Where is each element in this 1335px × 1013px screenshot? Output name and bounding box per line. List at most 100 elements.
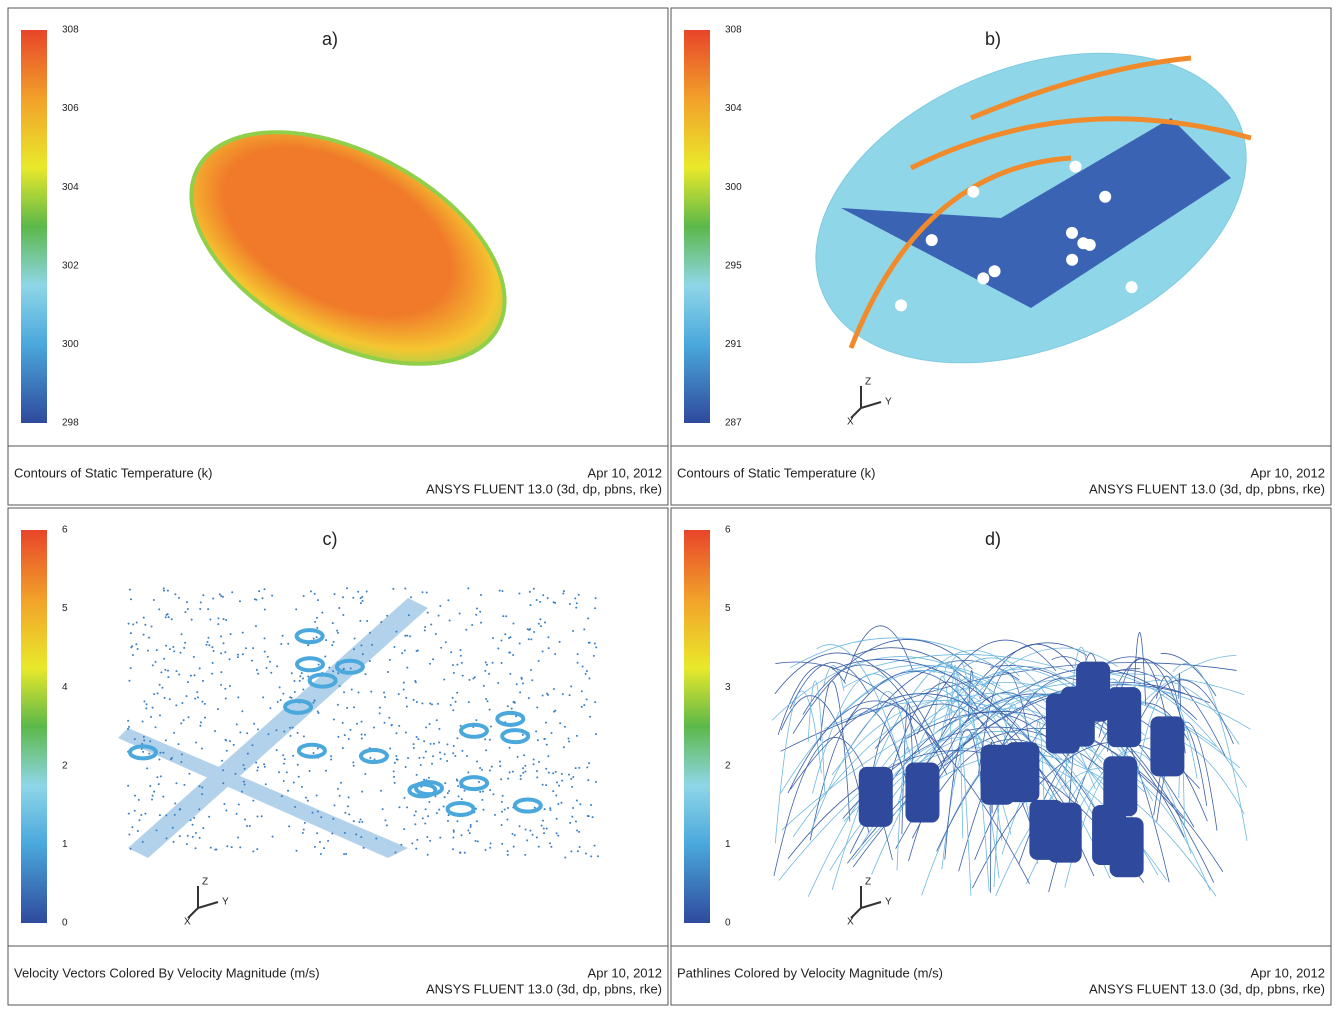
vector-dot xyxy=(459,852,461,854)
vector-dot xyxy=(316,627,318,629)
vector-dot xyxy=(576,735,578,737)
vector-dot xyxy=(201,787,203,789)
vector-dot xyxy=(542,594,544,596)
panel: 653210d)ZYXPathlines Colored by Velocity… xyxy=(671,508,1331,1005)
vector-dot xyxy=(143,736,145,738)
vector-dot xyxy=(314,700,316,702)
vector-dot xyxy=(204,703,206,705)
vector-dot xyxy=(270,672,272,674)
vector-dot xyxy=(569,694,571,696)
vector-dot xyxy=(264,608,266,610)
vector-dot xyxy=(301,672,303,674)
vector-dot xyxy=(530,638,532,640)
figure: 308306304302300298a)Contours of Static T… xyxy=(0,0,1335,1013)
vector-dot xyxy=(222,769,224,771)
vector-dot xyxy=(456,737,458,739)
vector-dot xyxy=(449,620,451,622)
vector-dot xyxy=(169,698,171,700)
vector-dot xyxy=(538,761,540,763)
vector-dot xyxy=(164,669,166,671)
vector-dot xyxy=(542,650,544,652)
vector-dot xyxy=(264,637,266,639)
vector-dot xyxy=(418,757,420,759)
vector-dot xyxy=(561,773,563,775)
vector-dot xyxy=(134,795,136,797)
vector-dot xyxy=(371,644,373,646)
caption: Contours of Static Temperature (k) xyxy=(14,465,212,480)
vector-dot xyxy=(394,646,396,648)
vector-dot xyxy=(214,730,216,732)
vector-dot xyxy=(264,651,266,653)
vector-dot xyxy=(519,825,521,827)
vector-dot xyxy=(286,771,288,773)
vector-dot xyxy=(221,760,223,762)
panel-frame xyxy=(8,508,668,1005)
vector-dot xyxy=(174,803,176,805)
vector-dot xyxy=(528,638,530,640)
vector-dot xyxy=(455,701,457,703)
vector-dot xyxy=(507,778,509,780)
vector-dot xyxy=(317,748,319,750)
vector-dot xyxy=(514,834,516,836)
vector-dot xyxy=(220,652,222,654)
vector-dot xyxy=(520,778,522,780)
vector-dot xyxy=(587,779,589,781)
vector-dot xyxy=(588,762,590,764)
vector-dot xyxy=(545,722,547,724)
vector-dot xyxy=(196,691,198,693)
vector-dot xyxy=(195,847,197,849)
vector-dot xyxy=(360,644,362,646)
vector-dot xyxy=(330,758,332,760)
vector-dot xyxy=(410,596,412,598)
vector-dot xyxy=(361,791,363,793)
vector-dot xyxy=(454,755,456,757)
vector-dot xyxy=(209,619,211,621)
vector-dot xyxy=(490,726,492,728)
vector-dot xyxy=(392,588,394,590)
vector-dot xyxy=(223,803,225,805)
vector-dot xyxy=(586,766,588,768)
vector-dot xyxy=(384,819,386,821)
vector-dot xyxy=(450,704,452,706)
vector-dot xyxy=(317,811,319,813)
vector-dot xyxy=(162,796,164,798)
vector-dot xyxy=(220,671,222,673)
vector-dot xyxy=(576,829,578,831)
vector-dot xyxy=(313,752,315,754)
vector-dot xyxy=(380,790,382,792)
vector-dot xyxy=(305,797,307,799)
vector-dot xyxy=(353,820,355,822)
vector-dot xyxy=(446,743,448,745)
vector-dot xyxy=(239,600,241,602)
vector-dot xyxy=(482,809,484,811)
vector-dot xyxy=(159,752,161,754)
vector-dot xyxy=(453,745,455,747)
vector-dot xyxy=(436,719,438,721)
vector-dot xyxy=(541,825,543,827)
vector-dot xyxy=(539,618,541,620)
vector-dot xyxy=(452,848,454,850)
vector-dot xyxy=(303,828,305,830)
vector-dot xyxy=(202,680,204,682)
vector-dot xyxy=(587,617,589,619)
vector-dot xyxy=(427,815,429,817)
vector-dot xyxy=(557,835,559,837)
vector-dot xyxy=(318,712,320,714)
software: ANSYS FLUENT 13.0 (3d, dp, pbns, rke) xyxy=(1089,481,1325,496)
opening xyxy=(1066,254,1078,266)
vector-dot xyxy=(226,750,228,752)
opening xyxy=(895,299,907,311)
vector-dot xyxy=(351,688,353,690)
vector-dot xyxy=(519,691,521,693)
vector-dot xyxy=(204,717,206,719)
vector-dot xyxy=(153,693,155,695)
vector-dot xyxy=(411,842,413,844)
axis-triad-label: X xyxy=(847,917,854,928)
vector-dot xyxy=(524,771,526,773)
vector-dot xyxy=(222,596,224,598)
vector-dot xyxy=(242,632,244,634)
vector-dot xyxy=(548,647,550,649)
vector-dot xyxy=(542,820,544,822)
vector-dot xyxy=(167,670,169,672)
vector-dot xyxy=(425,751,427,753)
